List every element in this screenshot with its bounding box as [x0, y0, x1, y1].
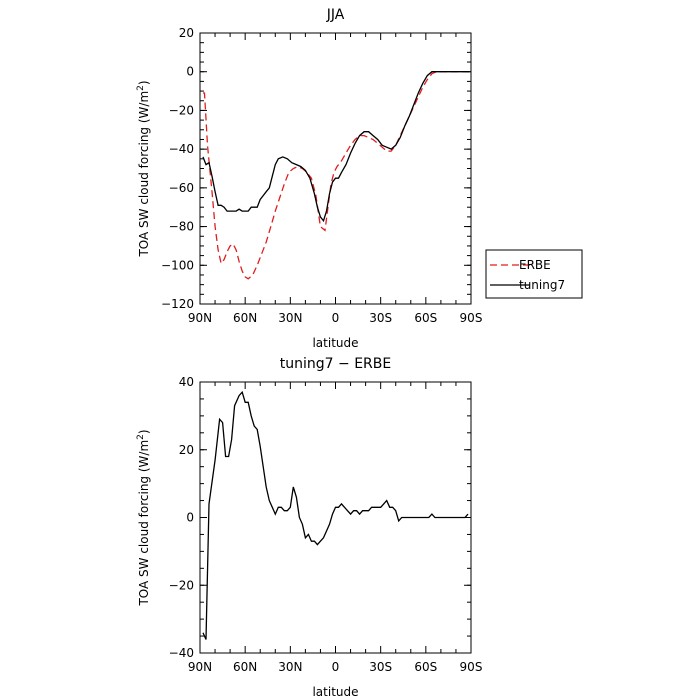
y-axis-label-sup: 2 [136, 85, 146, 91]
legend-box [485, 249, 583, 299]
x-tick-label: 90N [188, 660, 212, 674]
y-tick-label: 40 [179, 375, 194, 389]
y-tick-label: −40 [169, 646, 194, 660]
x-tick-label: 30N [278, 311, 302, 325]
series-line-tuning7 [202, 71, 470, 223]
x-tick-label: 30S [369, 311, 392, 325]
y-tick-label: −40 [169, 142, 194, 156]
y-tick-label: −20 [169, 103, 194, 117]
y-tick-label: −120 [161, 297, 194, 311]
x-tick-label: 60S [414, 660, 437, 674]
x-tick-label: 30N [278, 660, 302, 674]
x-tick-label: 90S [460, 311, 483, 325]
y-tick-label: 20 [179, 443, 194, 457]
x-tick-label: 90S [460, 660, 483, 674]
y-tick-label: −60 [169, 181, 194, 195]
series-line-difference [202, 390, 469, 640]
x-tick-label: 60N [233, 311, 257, 325]
chart-title: tuning7 − ERBE [280, 356, 391, 372]
y-axis-label-sup: 2 [136, 434, 146, 440]
y-tick-label: −80 [169, 220, 194, 234]
y-axis-label: TOA SW cloud forcing (W/m2) [136, 80, 151, 257]
x-tick-label: 0 [332, 660, 340, 674]
y-axis-label-close: ) [137, 80, 151, 85]
y-tick-label: −100 [161, 258, 194, 272]
x-axis-label: latitude [312, 685, 358, 699]
legend-label-tuning7: tuning7 [519, 278, 565, 292]
y-axis-label-text: TOA SW cloud forcing (W/m [137, 440, 151, 607]
y-tick-label: 0 [186, 511, 194, 525]
y-axis-label-text: TOA SW cloud forcing (W/m [137, 91, 151, 258]
x-tick-label: 0 [332, 311, 340, 325]
series-line-erbe [203, 71, 470, 280]
x-tick-label: 60N [233, 660, 257, 674]
y-axis-label: TOA SW cloud forcing (W/m2) [136, 429, 151, 606]
y-tick-label: −20 [169, 578, 194, 592]
x-tick-label: 60S [414, 311, 437, 325]
y-tick-label: 20 [179, 26, 194, 40]
legend-label-erbe: ERBE [519, 258, 551, 272]
chart-title: JJA [326, 7, 345, 23]
x-axis-label: latitude [312, 336, 358, 350]
y-tick-label: 0 [186, 65, 194, 79]
plot-frame [199, 381, 472, 654]
x-tick-label: 30S [369, 660, 392, 674]
x-tick-label: 90N [188, 311, 212, 325]
y-axis-label-close: ) [137, 429, 151, 434]
